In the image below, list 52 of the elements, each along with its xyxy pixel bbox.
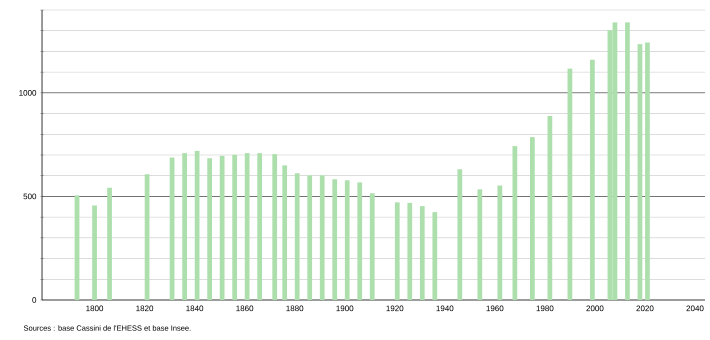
x-tick-label: 1960	[486, 306, 504, 312]
y-tick-label: 500	[23, 194, 36, 200]
bar	[332, 179, 338, 300]
bar	[638, 44, 642, 300]
bar	[590, 60, 595, 300]
bar	[232, 154, 238, 300]
bar	[207, 158, 212, 300]
bar	[344, 180, 350, 300]
bar	[477, 189, 482, 300]
bar	[294, 173, 300, 300]
bar	[394, 202, 400, 300]
bar	[497, 185, 502, 300]
x-tick-label: 2000	[586, 306, 604, 312]
bar	[407, 202, 412, 300]
bar	[244, 153, 250, 300]
x-tick-label: 2040	[686, 306, 704, 312]
bar	[370, 193, 375, 300]
x-tick-label: 1980	[536, 306, 554, 312]
x-tick-label: 1860	[236, 306, 254, 312]
x-tick-label: 1920	[386, 306, 404, 312]
x-tick-label: 1900	[336, 306, 354, 312]
bar	[282, 165, 288, 300]
bar	[625, 22, 630, 300]
bar	[457, 169, 462, 300]
bar	[220, 156, 225, 300]
bar	[74, 195, 80, 300]
x-tick-label: 1880	[286, 306, 304, 312]
bar	[548, 116, 552, 300]
bar	[320, 175, 325, 300]
x-tick-label: 1820	[136, 306, 154, 312]
bar	[194, 150, 200, 300]
bar	[432, 212, 438, 300]
bar	[257, 153, 262, 300]
x-tick-label: 1800	[86, 306, 104, 312]
bar	[92, 206, 97, 300]
x-tick-label: 1840	[186, 306, 204, 312]
bar	[272, 154, 278, 300]
bar	[182, 153, 187, 300]
y-tick-label: 1000	[19, 90, 36, 96]
bar	[530, 137, 535, 300]
bar	[307, 175, 312, 300]
bar	[107, 188, 112, 300]
bar	[420, 206, 425, 300]
bar	[568, 68, 572, 300]
x-tick-label: 1940	[436, 306, 454, 312]
bar	[144, 174, 150, 300]
y-tick-label: 0	[32, 297, 36, 303]
bar	[357, 182, 362, 300]
x-tick-label: 2020	[636, 306, 654, 312]
bar	[170, 157, 174, 300]
bar	[512, 146, 518, 300]
bar	[645, 42, 650, 300]
